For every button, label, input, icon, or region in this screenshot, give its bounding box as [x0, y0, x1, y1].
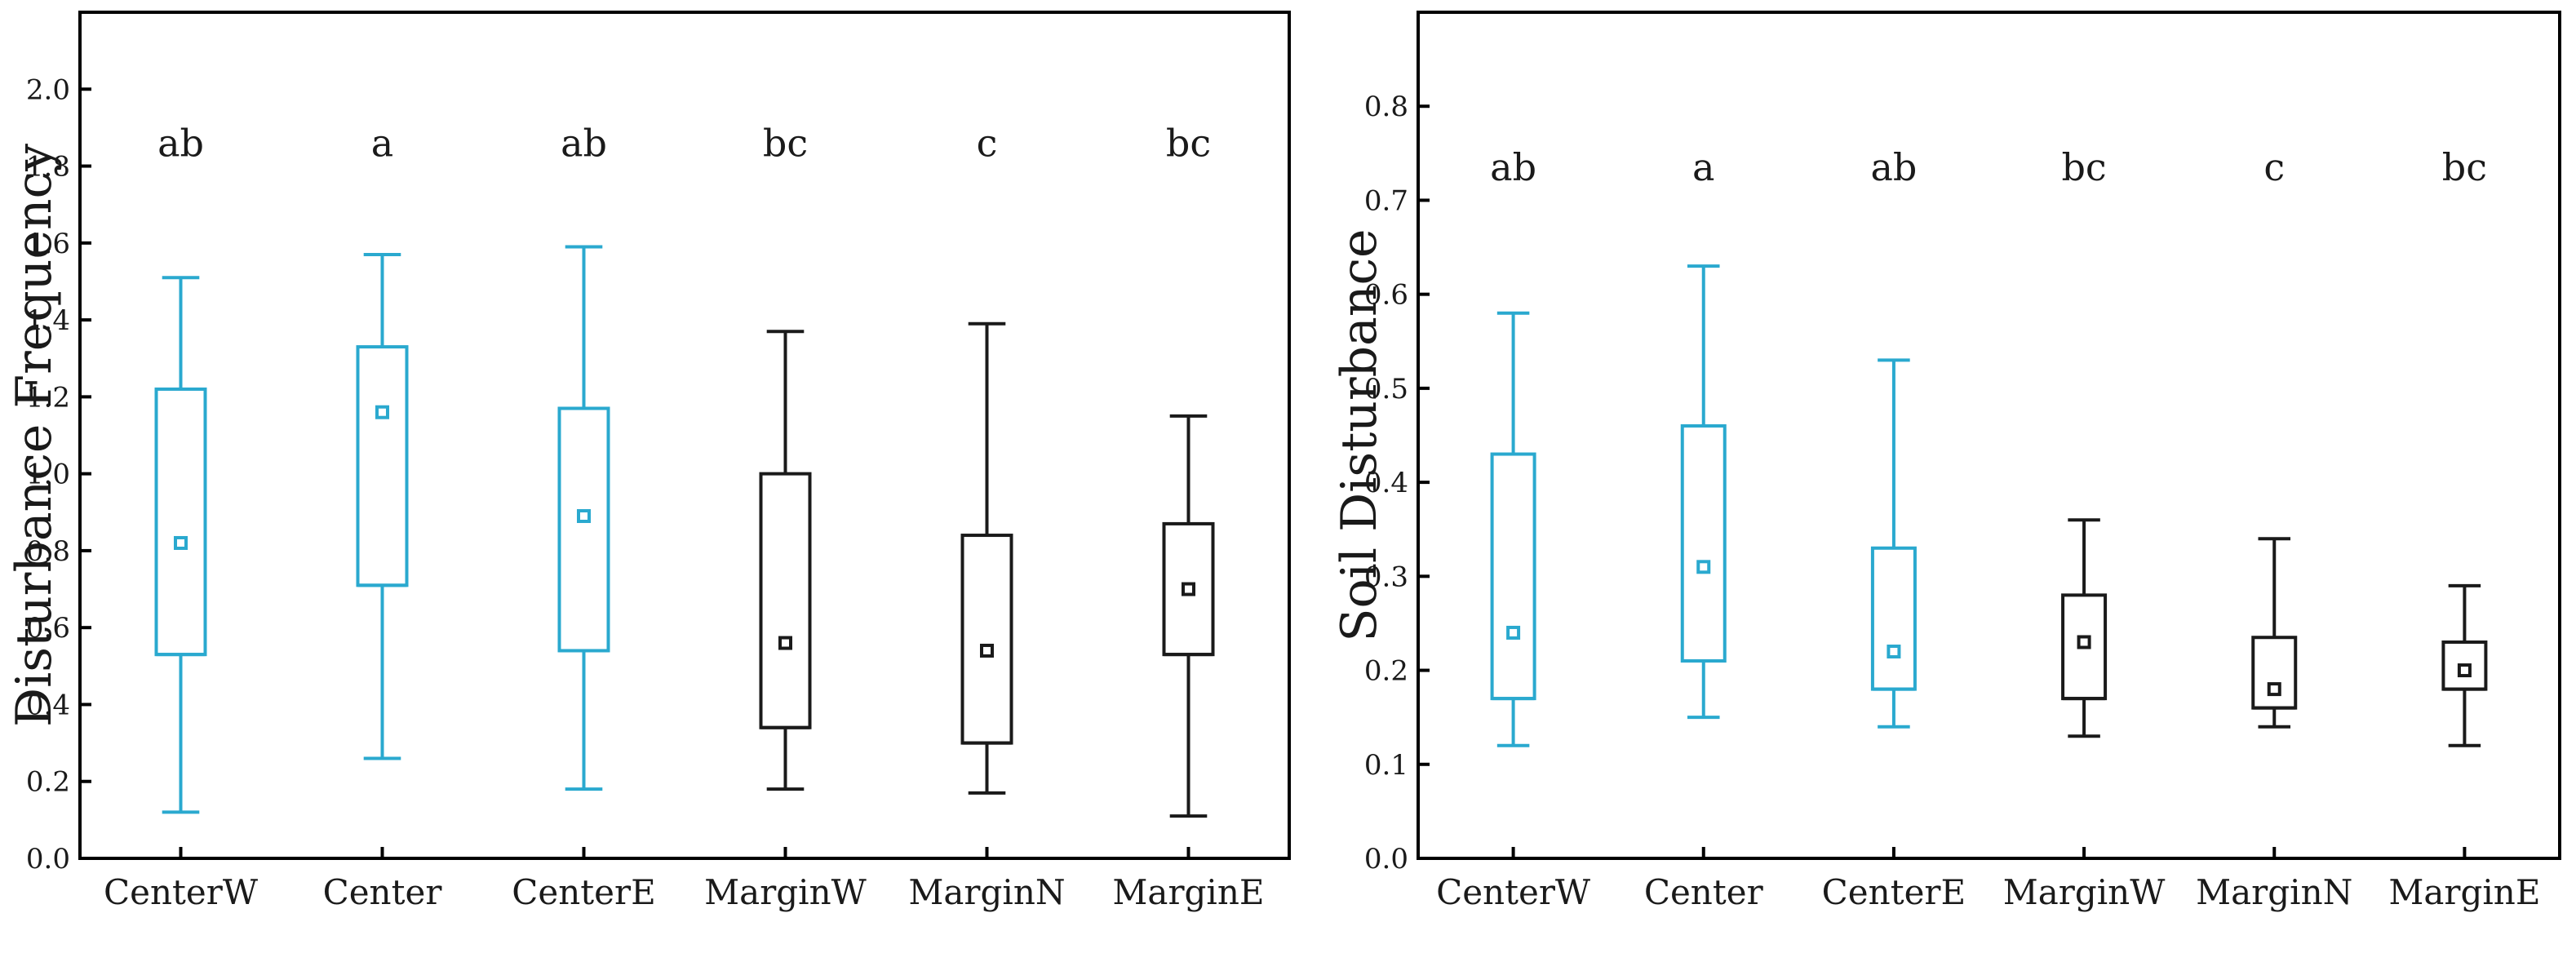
y-tick-label: 0.8 [26, 535, 70, 568]
mean-marker [1696, 560, 1711, 574]
y-tick-label: 0.4 [1364, 467, 1408, 499]
y-tick-label: 0.0 [1364, 843, 1408, 875]
mean-marker [577, 508, 591, 523]
disturbance-frequency-chart: 0.0 0.2 0.4 0.6 0.8 1.0 1.2 1.4 1.6 1.8 2.0 Disturb… [6, 11, 1291, 912]
iqr-box [154, 387, 207, 657]
significance-letter: c [2263, 145, 2285, 189]
y-axis-title: Soil Disturbance [1331, 228, 1388, 641]
x-category-label: MarginN [2196, 872, 2352, 912]
iqr-box [2251, 636, 2298, 710]
y-tick-label: 0.5 [1364, 373, 1408, 406]
significance-letter: bc [763, 121, 808, 165]
y-tick-label: 0.2 [26, 766, 70, 799]
y-tick-label: 0.4 [26, 689, 70, 721]
y-tick-label: 1.4 [26, 304, 70, 337]
box-centere [1870, 358, 1917, 729]
y-tick-label: 0.2 [1364, 655, 1408, 688]
x-category-label: Center [323, 872, 443, 912]
y-tick-label: 1.0 [26, 459, 70, 491]
mean-marker [375, 405, 389, 419]
significance-letter: a [1692, 145, 1714, 189]
mean-marker [1887, 645, 1901, 659]
y-tick-label: 0.7 [1364, 184, 1408, 217]
box-centerw [1490, 311, 1536, 747]
plot-frame [78, 11, 1291, 860]
significance-letter: bc [1166, 121, 1211, 165]
y-tick-label: 2.0 [26, 73, 70, 106]
iqr-box [1870, 546, 1917, 691]
significance-letter: ab [157, 121, 204, 165]
x-category-label: CenterE [1822, 872, 1966, 912]
box-centerw [154, 276, 207, 814]
x-category-label: MarginW [2003, 872, 2166, 912]
iqr-box [1680, 423, 1727, 663]
disturbance-frequency-panel: 0.0 0.2 0.4 0.6 0.8 1.0 1.2 1.4 1.6 1.8 2.0 Disturb… [6, 11, 1291, 912]
mean-marker [2457, 663, 2472, 678]
plot-frame [1417, 11, 2561, 860]
y-tick-label: 0.6 [1364, 279, 1408, 312]
significance-letter: bc [2061, 145, 2106, 189]
x-category-label: CenterE [512, 872, 656, 912]
x-category-label: MarginW [704, 872, 867, 912]
soil-disturbance-panel: 0.0 0.1 0.2 0.3 0.4 0.5 0.6 0.7 0.8 Soil Disturba… [1306, 0, 2576, 953]
iqr-box [356, 345, 409, 587]
y-tick-label: 0.3 [1364, 561, 1408, 593]
box-center [356, 252, 409, 760]
x-category-label: CenterW [1436, 872, 1591, 912]
y-axis-title: Disturbance Frequency [6, 144, 63, 727]
x-category-label: MarginN [908, 872, 1065, 912]
iqr-box [557, 406, 610, 653]
significance-letter: ab [561, 121, 607, 165]
y-tick-label: 0.8 [1364, 91, 1408, 123]
mean-marker [2077, 635, 2091, 649]
y-tick-label: 1.2 [26, 381, 70, 414]
mean-marker [980, 643, 994, 658]
significance-letter: a [371, 121, 393, 165]
mean-marker [1506, 625, 1521, 640]
iqr-box [759, 472, 812, 729]
mean-marker [174, 535, 188, 550]
box-center [1680, 264, 1727, 720]
box-marginw [759, 330, 812, 791]
significance-letter: ab [1870, 145, 1917, 189]
significance-letter: c [977, 121, 998, 165]
y-tick-label: 1.8 [26, 151, 70, 184]
box-marginn [2251, 537, 2298, 729]
x-category-label: MarginE [1112, 872, 1264, 912]
box-marginn [960, 321, 1013, 795]
iqr-box [960, 534, 1013, 745]
y-tick-label: 1.6 [26, 228, 70, 260]
significance-letter: bc [2442, 145, 2487, 189]
box-margine [1162, 414, 1215, 818]
iqr-box [1162, 521, 1215, 657]
y-tick-label: 0.1 [1364, 749, 1408, 782]
x-category-label: MarginE [2388, 872, 2540, 912]
iqr-box [1490, 452, 1536, 701]
x-category-label: CenterW [104, 872, 259, 912]
mean-marker [1182, 582, 1195, 596]
soil-disturbance-chart: 0.0 0.1 0.2 0.3 0.4 0.5 0.6 0.7 0.8 Soil Disturba… [1331, 11, 2561, 912]
mean-marker [2267, 682, 2281, 697]
x-category-label: Center [1644, 872, 1764, 912]
box-centere [557, 245, 610, 791]
box-marginw [2061, 518, 2108, 738]
box-margine [2441, 583, 2488, 747]
y-tick-label: 0.6 [26, 612, 70, 645]
mean-marker [778, 636, 792, 650]
y-tick-label: 0.0 [26, 843, 70, 875]
significance-letter: ab [1490, 145, 1536, 189]
